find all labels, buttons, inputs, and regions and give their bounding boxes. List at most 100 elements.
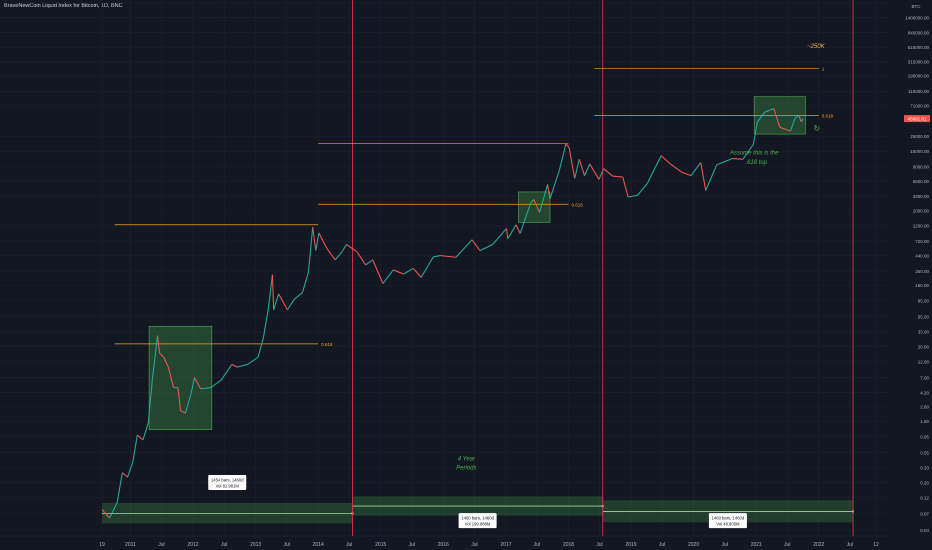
measure-info-box	[458, 513, 497, 529]
price-segment	[278, 293, 288, 311]
annotation-text: 4 Year	[458, 457, 476, 463]
price-segment	[101, 509, 110, 519]
highlight-box	[148, 325, 213, 430]
price-axis-tick: 2.60	[920, 405, 929, 410]
price-axis-tick: 95.00	[918, 299, 930, 304]
time-axis-tick: 2011	[125, 542, 136, 548]
time-axis-tick: 2016	[438, 542, 449, 548]
price-segment	[757, 111, 766, 123]
price-axis-tick: 260.00	[915, 269, 929, 274]
price-segment	[574, 159, 580, 179]
price-segment	[660, 155, 671, 164]
annotation-text: ~250K	[807, 44, 826, 50]
price-axis-tick: 71000.00	[910, 103, 929, 108]
price-segment	[669, 162, 683, 173]
price-segment	[116, 472, 123, 504]
price-segment	[237, 363, 248, 368]
measure-info-bars: 1460 bars, 1460d	[461, 516, 494, 521]
price-segment	[403, 267, 414, 275]
measure-info-bars: 1460 bars, 1460d	[712, 516, 745, 521]
price-segment	[247, 356, 259, 365]
price-segment	[142, 422, 149, 441]
price-segment	[312, 227, 317, 251]
price-segment	[109, 502, 118, 519]
price-segment	[539, 184, 549, 213]
price-axis-tick: 515000.00	[908, 45, 930, 50]
price-segment	[794, 114, 800, 119]
price-segment	[159, 352, 165, 358]
price-segment	[603, 168, 613, 177]
price-segment	[622, 176, 629, 198]
price-segment	[307, 227, 314, 273]
price-segment	[742, 144, 754, 160]
price-axis-tick: 720.00	[915, 239, 929, 244]
price-axis-tick: 1400000.00	[905, 15, 929, 20]
price-segment	[286, 298, 295, 311]
price-axis-tick: 0.55	[920, 450, 929, 455]
time-axis-tick: Jul	[534, 542, 540, 548]
price-axis-tick: 3300.00	[913, 194, 930, 199]
price-segment	[705, 164, 718, 191]
price-segment	[177, 387, 182, 411]
price-axis-tick: 160.00	[915, 283, 929, 288]
price-segment	[507, 224, 517, 239]
time-axis-tick: 2022	[813, 542, 824, 548]
time-axis-tick: 2021	[751, 542, 762, 548]
price-axis-tick: 1200.00	[913, 224, 930, 229]
price-segment	[334, 251, 343, 261]
price-segment	[433, 254, 441, 258]
price-segment	[315, 232, 320, 251]
price-axis-tick: 440.00	[915, 253, 929, 258]
time-axis-tick: Jul	[722, 542, 728, 548]
price-segment	[190, 377, 196, 395]
price-segment	[530, 199, 535, 204]
measure-info-bars: 1454 bars, 1460d	[211, 478, 244, 483]
price-segment	[151, 335, 159, 378]
price-segment	[346, 244, 358, 253]
time-axis-tick: 12	[873, 542, 879, 548]
price-axis-tick: 15000.00	[910, 149, 929, 154]
chart-title: BraveNewCoin Liquid Index for Bitcoin, 1…	[4, 3, 123, 9]
time-axis-tick: 2018	[563, 542, 574, 548]
price-segment	[194, 377, 202, 390]
price-segment	[549, 170, 560, 200]
price-axis-panel	[889, 0, 932, 550]
price-segment	[578, 159, 586, 176]
price-segment	[356, 251, 367, 266]
price-segment	[779, 126, 787, 131]
time-axis-panel	[0, 536, 932, 550]
time-axis-tick: Jul	[346, 542, 352, 548]
fib-618-label: 0.618	[321, 342, 333, 347]
price-segment	[471, 239, 481, 251]
price-segment	[565, 143, 570, 149]
price-segment	[800, 118, 804, 123]
price-segment	[167, 367, 175, 388]
price-axis-tick: 1.60	[920, 419, 929, 424]
price-axis-tick: 7.00	[920, 375, 929, 380]
measure-info-vol: Vol 199.986M	[465, 522, 491, 527]
price-segment	[773, 108, 781, 128]
price-segment	[294, 292, 303, 300]
price-axis-tick: 115000.00	[908, 89, 929, 94]
price-segment	[690, 162, 702, 176]
time-axis-tick: 2017	[500, 542, 511, 548]
price-segment	[732, 157, 743, 160]
price-axis-tick: 195000.00	[908, 74, 930, 79]
price-axis-tick: 12.00	[918, 360, 930, 365]
price-axis-tick: 0.04	[920, 528, 929, 533]
price-axis-tick: 5500.00	[913, 179, 930, 184]
price-segment	[515, 224, 521, 234]
highlight-box	[518, 191, 551, 223]
price-segment	[789, 118, 796, 132]
annotation-text: .618 top	[745, 160, 767, 166]
current-price-badge	[904, 115, 930, 123]
price-segment	[184, 394, 192, 414]
time-axis-tick: Jul	[659, 542, 665, 548]
price-axis-tick: 4.20	[920, 391, 929, 396]
price-segment	[628, 194, 638, 198]
price-segment	[479, 243, 493, 252]
measure-info-vol: Vol 48.905M	[716, 522, 740, 527]
price-segment	[163, 356, 169, 368]
price-segment	[262, 309, 269, 338]
